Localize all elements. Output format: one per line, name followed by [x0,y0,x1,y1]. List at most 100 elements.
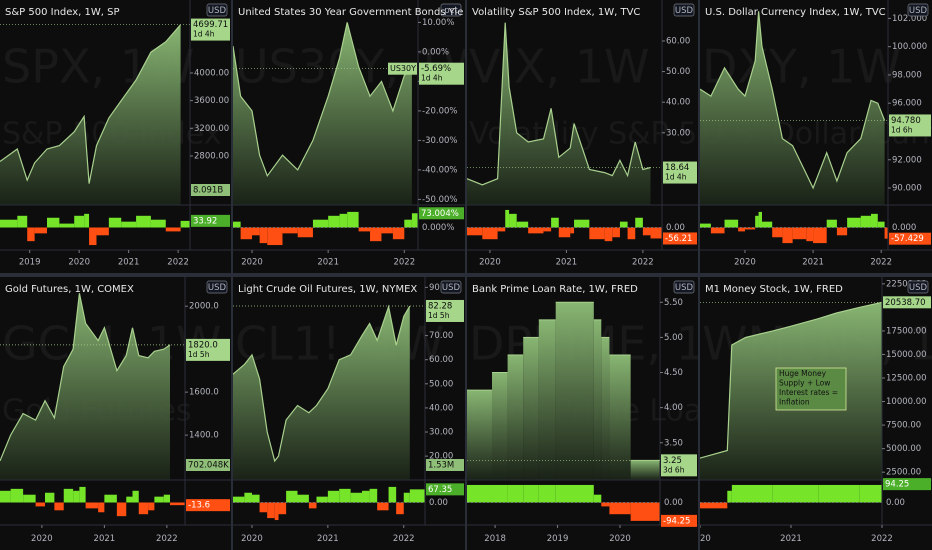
osc-tick-label: 0.00 [666,223,685,233]
oscillator-bar [609,502,631,515]
x-tick-label: 2022 [167,258,189,268]
last-price-label: 3.25 [663,456,682,466]
oscillator-bar [482,227,498,240]
y-tick-label: 3200.00 [194,124,229,134]
y-tick-label: 60.00 [666,37,690,47]
step-area [555,302,594,480]
col-divider [231,0,233,550]
y-tick-label: 5000.00 [886,444,921,454]
oscillator-bar [104,494,117,503]
osc-value-label: 94.25 [885,480,909,490]
oscillator-bar [558,227,571,238]
watermark: VIX, 1W [469,40,650,94]
last-price-box [663,161,697,184]
chart-title: Light Crude Oil Futures, 1W, NYMEX [238,284,417,295]
oscillator-bar [370,227,382,242]
oscillator-bar [847,217,861,228]
last-price-box [426,299,464,322]
oscillator-bar [630,502,658,521]
y-tick-label: 92.000 [892,155,922,165]
y-tick-label: 3600.00 [194,96,229,106]
volume-label: 702.048K [188,461,229,471]
panel: WM1NS, 1W0.002500.005000.007500.0010000.… [700,277,932,544]
y-tick-label: 5.50 [664,298,683,308]
unit-box [206,3,228,17]
oscillator-bar [45,492,55,503]
x-tick-label: 2020 [241,534,263,544]
osc-value-box [186,499,230,512]
oscillator-bar [818,484,837,503]
panel: SPX, 1WS&P 500 Index2800.003200.003600.0… [0,0,231,268]
oscillator-bar [165,227,181,232]
y-tick-label: 7500.00 [886,421,921,431]
volume-box [426,459,464,471]
osc-value-label: 67.35 [428,485,452,495]
oscillator-bar [369,488,378,503]
oscillator-bar [108,217,122,228]
oscillator-bar [505,209,510,228]
unit-box [206,280,228,294]
oscillator-bar [411,213,418,228]
oscillator-bar [758,211,762,228]
oscillator-bar [813,227,827,244]
oscillator-bar [34,227,48,234]
x-tick-label: 2018 [484,534,506,544]
oscillator-bar [154,496,164,503]
oscillator-bar [267,502,275,519]
oscillator-bar [89,227,97,246]
chart-title: United States 30 Year Government Bonds Y… [238,7,463,18]
y-tick-label: 10.00% [422,18,454,28]
oscillator-bar [274,502,279,521]
oscillator-bar [63,488,74,503]
last-price-label: 4699.71 [193,20,228,30]
osc-value-box [883,478,931,491]
y-tick-label: 4.00 [664,403,683,413]
oscillator-bar [870,213,878,228]
oscillator-bar [23,494,36,503]
oscillator-bar [392,227,405,240]
unit-label: USD [675,6,694,16]
oscillator-bar [297,227,313,238]
oscillator-bar [724,219,739,228]
oscillator-bar [233,221,241,228]
x-tick-label: 2020 [31,534,53,544]
x-tick-label: 2021 [556,258,578,268]
oscillator-bar [574,219,590,228]
step-area [601,337,610,480]
col-divider [465,0,467,550]
unit-label: USD [208,6,227,16]
oscillator-bar [755,215,759,228]
osc-value-box [191,214,230,227]
area-fill [0,293,170,480]
y-tick-label: -40.00% [422,165,457,175]
osc-value-box [661,514,697,527]
oscillator-bar [74,215,85,228]
oscillator-bar [836,227,848,236]
y-tick-label: 22500.00 [886,279,927,289]
oscillator-bar [339,213,348,228]
oscillator-bar [806,227,814,242]
y-tick-label: 50.00 [666,67,690,77]
y-tick-label: 2500.00 [886,468,921,478]
oscillator-bar [259,502,268,513]
oscillator-bar [252,227,260,236]
last-price-label: 82.28 [428,301,452,311]
osc-tick-label: 0.000 [892,223,916,233]
oscillator-bar [170,502,185,506]
annotation-text: Supply + Low [779,379,830,388]
oscillator-bar [244,492,252,503]
last-price-box [186,338,230,361]
x-tick-label: 2022 [871,534,893,544]
oscillator-bar [516,221,529,228]
oscillator-bar [73,490,80,503]
area-fill [700,11,885,205]
oscillator-bar [792,227,807,240]
oscillator-bar [98,502,105,513]
oscillator-bar [116,502,127,517]
oscillator-bar [347,211,359,228]
y-tick-label: -50.00% [422,195,457,205]
oscillator-bar [180,220,190,228]
unit-box [440,3,462,17]
y-tick-label: 2800.00 [194,151,229,161]
countdown: 1d 4h [665,173,687,182]
